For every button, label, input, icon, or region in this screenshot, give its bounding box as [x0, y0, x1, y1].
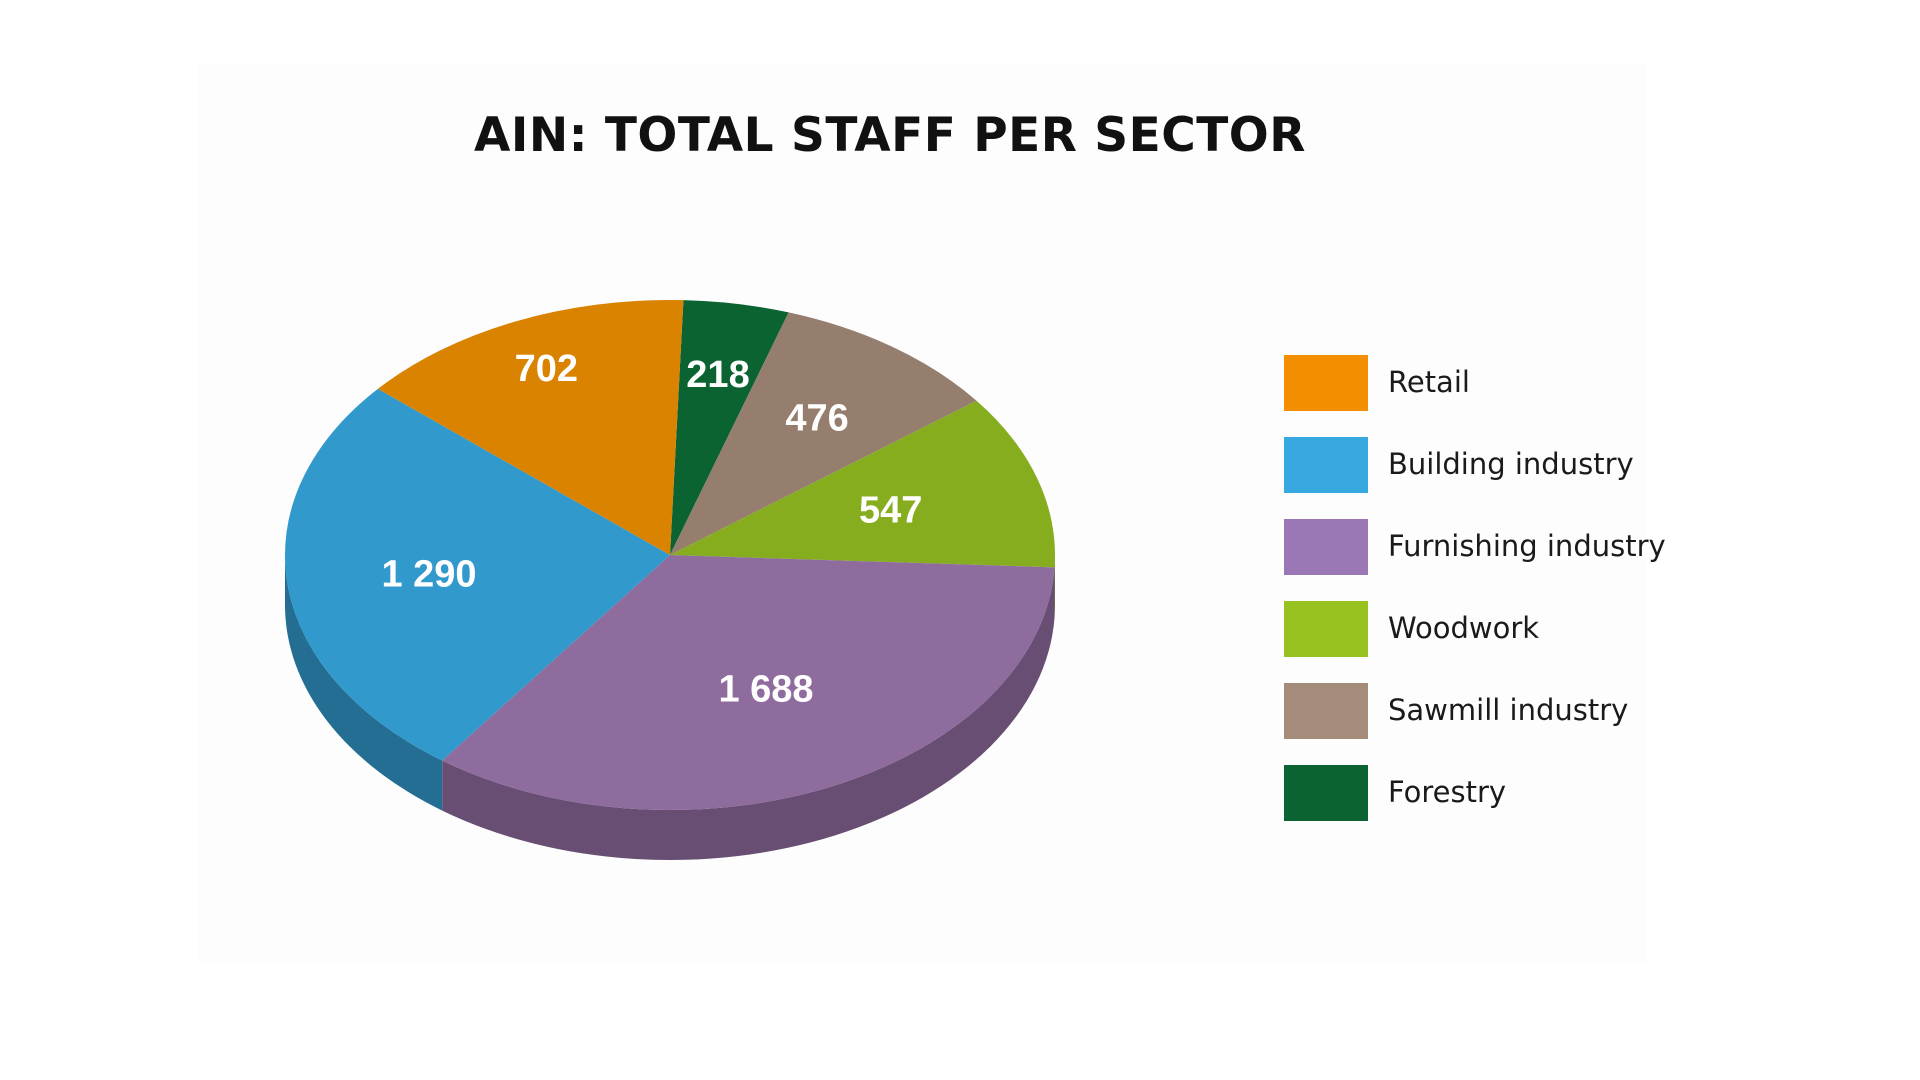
legend-label-forestry: Forestry: [1388, 775, 1507, 809]
pie-slice-woodwork: [670, 400, 1055, 568]
legend-swatch-woodwork: [1284, 601, 1368, 657]
legend-label-woodwork: Woodwork: [1388, 611, 1540, 645]
pie-top-slices: [284, 300, 1055, 811]
legend-item-woodwork: Woodwork: [1284, 601, 1704, 657]
pie-label-forestry: 218: [686, 354, 749, 396]
pie-value-labels: 218 476 547 1 688 1 290 702: [381, 348, 922, 710]
chart-title: AIN: TOTAL STAFF PER SECTOR: [474, 108, 1306, 163]
legend-swatch-retail: [1284, 355, 1368, 411]
legend-item-furnishing-industry: Furnishing industry: [1284, 519, 1704, 575]
pie-label-sawmill-industry: 476: [785, 398, 848, 440]
legend-swatch-forestry: [1284, 765, 1368, 821]
legend-item-forestry: Forestry: [1284, 765, 1704, 821]
pie-side-furnishing-industry: [442, 567, 1055, 861]
pie-slice-furnishing-industry: [442, 555, 1055, 811]
legend-item-building-industry: Building industry: [1284, 437, 1704, 493]
legend-item-retail: Retail: [1284, 355, 1704, 411]
legend-item-sawmill-industry: Sawmill industry: [1284, 683, 1704, 739]
pie-label-furnishing-industry: 1 688: [718, 669, 813, 711]
pie-slice-retail: [377, 300, 684, 555]
pie-side-walls: [285, 555, 1055, 861]
legend-swatch-building-industry: [1284, 437, 1368, 493]
legend-label-building-industry: Building industry: [1388, 447, 1634, 481]
legend-swatch-furnishing-industry: [1284, 519, 1368, 575]
pie-label-retail: 702: [515, 348, 578, 390]
pie-label-woodwork: 547: [859, 490, 922, 532]
pie-slice-building-industry: [284, 388, 670, 761]
pie-slice-sawmill-industry: [670, 312, 977, 555]
pie-slice-forestry: [670, 300, 789, 555]
pie-label-building-industry: 1 290: [381, 553, 476, 595]
legend-label-sawmill-industry: Sawmill industry: [1388, 693, 1629, 727]
legend-swatch-sawmill-industry: [1284, 683, 1368, 739]
pie-side-building-industry: [285, 555, 443, 811]
legend-label-furnishing-industry: Furnishing industry: [1388, 529, 1666, 563]
legend-label-retail: Retail: [1388, 365, 1470, 399]
